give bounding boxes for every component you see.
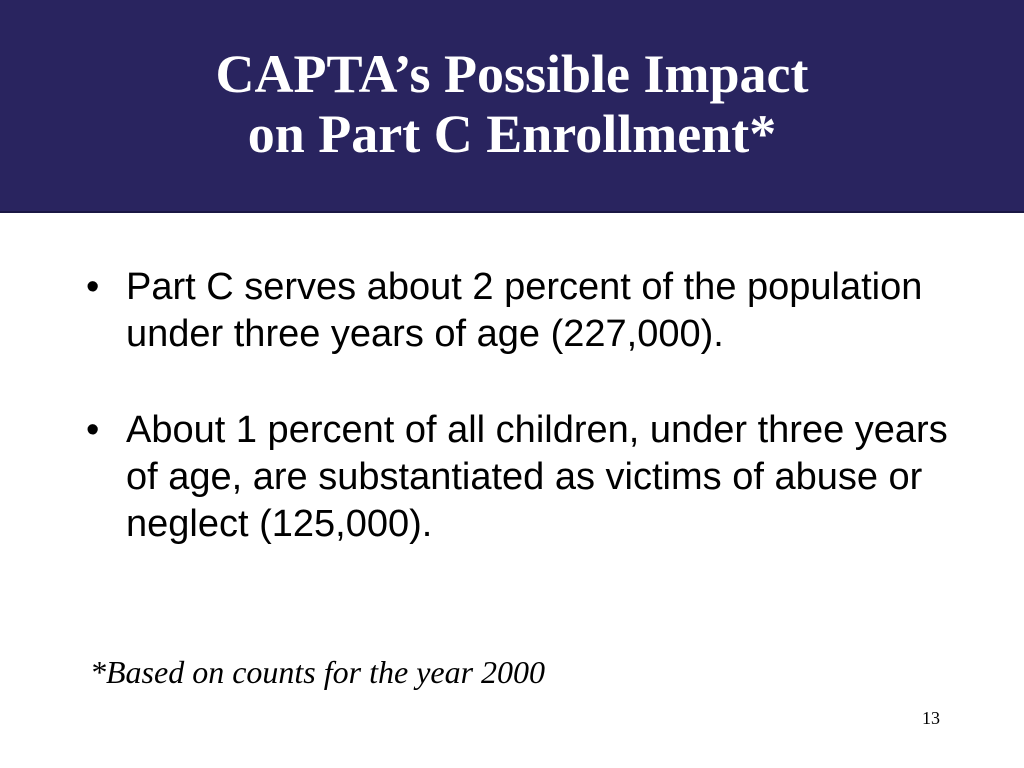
bullet-item: • Part C serves about 2 percent of the p… [84,264,964,358]
bullet-item: • About 1 percent of all children, under… [84,407,964,548]
page-number: 13 [922,708,940,728]
bullet-list: • Part C serves about 2 percent of the p… [84,264,964,548]
slide-title-line-1: CAPTA’s Possible Impact [215,44,809,104]
slide-title: CAPTA’s Possible Impact on Part C Enroll… [0,44,1024,164]
title-banner: CAPTA’s Possible Impact on Part C Enroll… [0,0,1024,213]
bullet-text: Part C serves about 2 percent of the pop… [126,266,923,355]
bullet-marker: • [86,266,100,308]
bullet-text: About 1 percent of all children, under t… [126,409,948,545]
slide-title-line-2: on Part C Enrollment* [247,104,777,164]
footnote: *Based on counts for the year 2000 [90,654,546,690]
bullet-marker: • [86,409,100,451]
